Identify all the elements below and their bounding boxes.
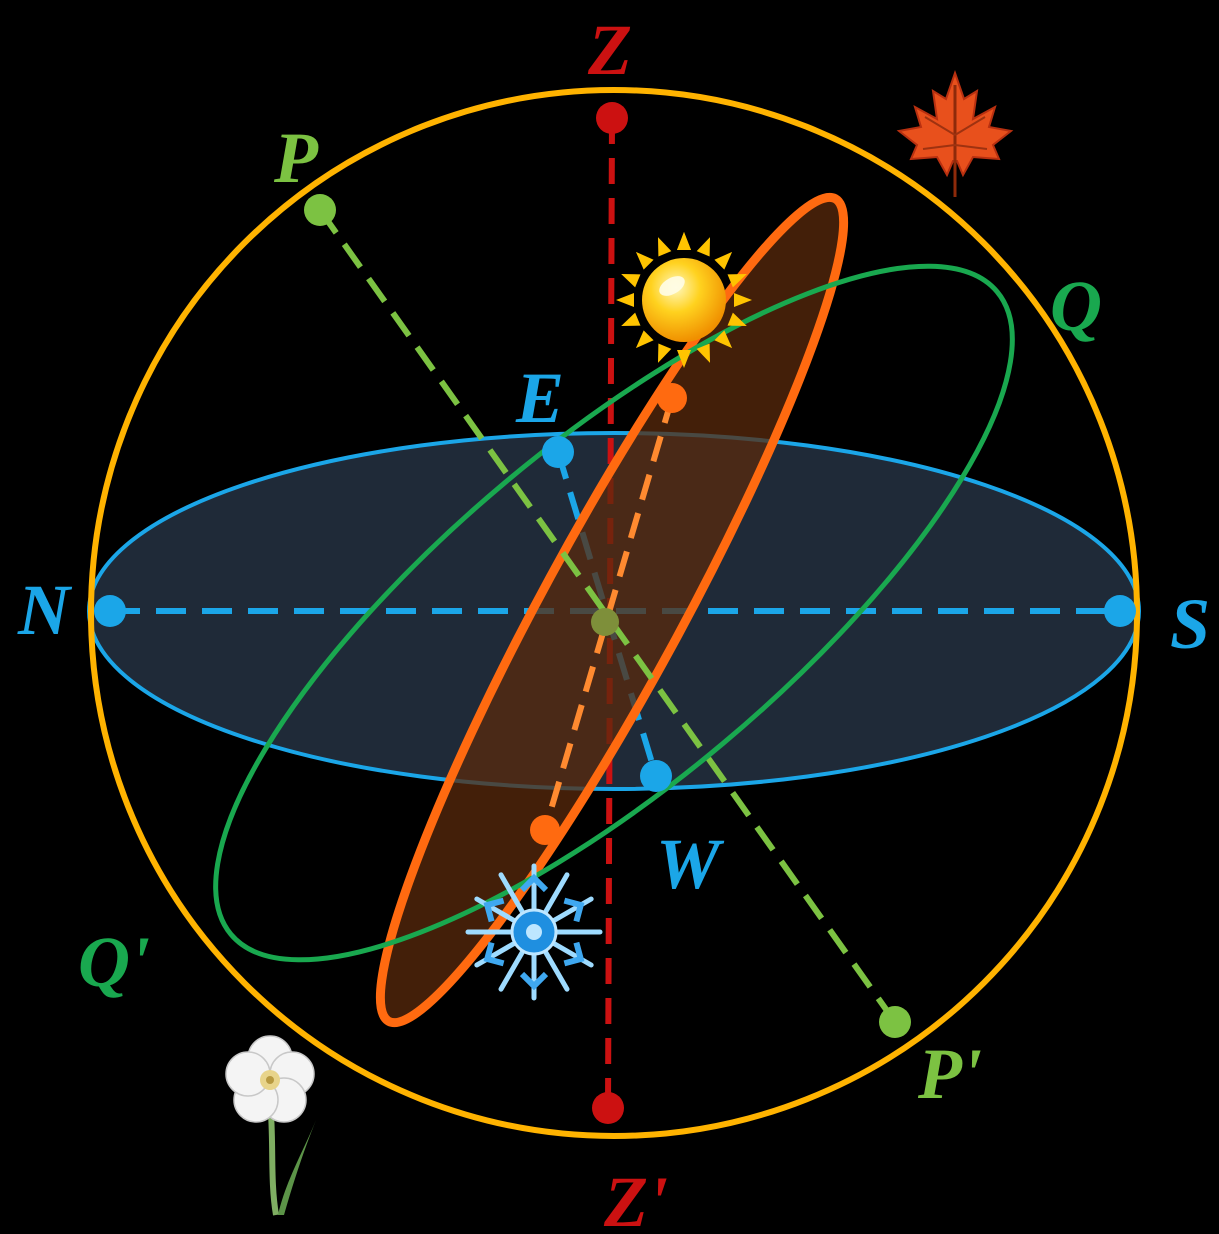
north-label: N — [17, 570, 73, 650]
north-celestial-pole-label: P — [273, 118, 319, 198]
equator-bottom-label: Q' — [78, 922, 150, 1002]
south-label: S — [1170, 584, 1210, 664]
nadir-label: Z' — [603, 1162, 668, 1234]
north-point — [94, 595, 126, 627]
east-point — [542, 436, 574, 468]
snowflake-icon — [465, 863, 603, 1001]
sun-icon — [616, 232, 752, 368]
east-label: E — [515, 358, 564, 438]
celestial-sphere — [88, 87, 1140, 1139]
winter-solstice-point — [530, 815, 560, 845]
flower-icon — [225, 1035, 316, 1216]
maple-leaf-icon — [896, 69, 1014, 197]
zenith-point — [596, 102, 628, 134]
south-celestial-pole-label: P' — [917, 1034, 982, 1114]
zenith-label: Z — [587, 10, 632, 90]
west-label: W — [656, 824, 725, 904]
nadir-point — [592, 1092, 624, 1124]
celestial-equator — [213, 263, 1015, 963]
south-point — [1104, 595, 1136, 627]
north-celestial-pole-point — [304, 194, 336, 226]
west-point — [640, 760, 672, 792]
equator-top-label: Q — [1050, 266, 1102, 346]
summer-solstice-point — [657, 383, 687, 413]
center-point — [591, 608, 619, 636]
south-celestial-pole-point — [879, 1006, 911, 1038]
